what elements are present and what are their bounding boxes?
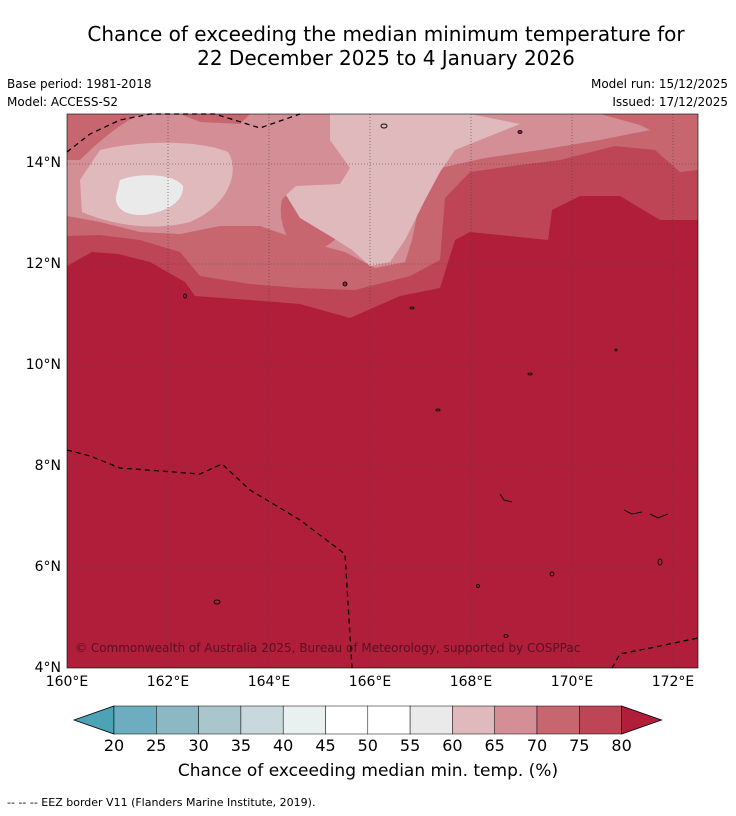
y-tick-14n: 14°N [25, 155, 61, 171]
colorbar-segment [494, 705, 538, 735]
eez-footnote: -- -- -- EEZ border V11 (Flanders Marine… [7, 796, 316, 809]
colorbar-segment [156, 705, 199, 735]
copyright-notice: © Commonwealth of Australia 2025, Bureau… [75, 641, 581, 655]
y-tick-4n: 4°N [34, 660, 61, 676]
contour-60-65-north [286, 114, 520, 266]
colorbar [72, 705, 663, 735]
colorbar-tick-label: 25 [146, 736, 167, 755]
colorbar-segment [240, 705, 284, 735]
contour-75-80-corner [67, 114, 140, 160]
colorbar-tick-label: 70 [526, 736, 548, 755]
colorbar-tick-label: 75 [569, 736, 590, 755]
colorbar-title: Chance of exceeding median min. temp. (%… [177, 761, 559, 781]
model-run: Model run: 15/12/2025 [590, 77, 728, 91]
title-line-1: Chance of exceeding the median minimum t… [87, 22, 685, 46]
colorbar-tick-label: 55 [399, 736, 421, 755]
colorbar-segment [579, 705, 622, 735]
y-tick-12n: 12°N [25, 256, 61, 272]
colorbar-segment [198, 705, 242, 735]
contour-55-60 [115, 175, 184, 216]
map-title: Chance of exceeding the median minimum t… [0, 22, 736, 70]
issued-date: Issued: 17/12/2025 [612, 95, 728, 109]
colorbar-segment [282, 705, 326, 735]
colorbar-segment [536, 705, 580, 735]
y-tick-8n: 8°N [34, 458, 61, 474]
colorbar-segment [409, 705, 453, 735]
x-tick-168e: 168°E [449, 674, 493, 690]
y-tick-10n: 10°N [25, 357, 61, 373]
x-tick-172e: 172°E [651, 674, 695, 690]
map-frame [66, 113, 699, 669]
colorbar-tick-label: 45 [315, 736, 336, 755]
colorbar-tick-label: 20 [103, 736, 125, 755]
colorbar-tick-label: 30 [188, 736, 209, 755]
colorbar-segment [452, 705, 495, 735]
base-period: Base period: 1981-2018 [7, 77, 152, 91]
x-tick-166e: 166°E [348, 674, 392, 690]
x-tick-162e: 162°E [146, 674, 190, 690]
colorbar-tick-label: 65 [484, 736, 505, 755]
colorbar-segment [325, 705, 369, 735]
islands [183, 123, 669, 638]
colorbar-tick-label: 80 [611, 736, 632, 755]
x-tick-160e: 160°E [45, 674, 89, 690]
colorbar-segment [113, 705, 157, 735]
x-tick-164e: 164°E [247, 674, 291, 690]
colorbar-extend-high [621, 705, 663, 735]
meta-right: Model run: 15/12/2025 Issued: 17/12/2025 [591, 75, 728, 111]
contour-70-75-top [180, 114, 250, 124]
y-tick-6n: 6°N [34, 559, 61, 575]
colorbar-tick-label: 40 [273, 736, 294, 755]
title-line-2: 22 December 2025 to 4 January 2026 [197, 46, 575, 70]
colorbar-extend-low [72, 705, 115, 735]
probability-contours [67, 114, 698, 668]
meta-left: Base period: 1981-2018 Model: ACCESS-S2 [7, 75, 152, 111]
colorbar-tick-label: 60 [442, 736, 463, 755]
graticule [67, 114, 698, 668]
model-name: Model: ACCESS-S2 [7, 95, 119, 109]
colorbar-tick-label: 35 [230, 736, 252, 755]
colorbar-tick-label: 50 [357, 736, 378, 755]
colorbar-segment [367, 705, 411, 735]
x-tick-170e: 170°E [550, 674, 594, 690]
